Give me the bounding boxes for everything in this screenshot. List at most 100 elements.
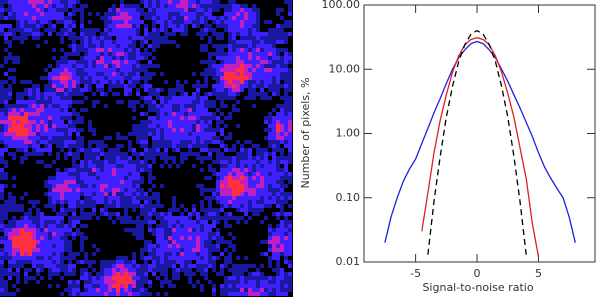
map-pixel bbox=[84, 212, 88, 216]
map-pixel bbox=[128, 220, 132, 224]
map-pixel bbox=[200, 224, 204, 228]
map-pixel bbox=[32, 248, 36, 252]
map-pixel bbox=[204, 264, 208, 268]
map-pixel bbox=[60, 144, 64, 148]
map-pixel bbox=[264, 172, 268, 176]
map-pixel bbox=[120, 24, 124, 28]
map-pixel bbox=[188, 20, 192, 24]
map-pixel bbox=[64, 0, 68, 4]
map-pixel bbox=[8, 236, 12, 240]
map-pixel bbox=[48, 228, 52, 232]
map-pixel bbox=[132, 168, 136, 172]
map-pixel bbox=[84, 60, 88, 64]
map-pixel bbox=[88, 124, 92, 128]
map-pixel bbox=[212, 220, 216, 224]
map-pixel bbox=[28, 20, 32, 24]
map-pixel bbox=[144, 212, 148, 216]
map-pixel bbox=[32, 240, 36, 244]
map-pixel bbox=[136, 92, 140, 96]
map-pixel bbox=[272, 36, 276, 40]
map-pixel bbox=[68, 152, 72, 156]
map-pixel bbox=[168, 220, 172, 224]
map-pixel bbox=[48, 268, 52, 272]
map-pixel bbox=[248, 44, 252, 48]
map-pixel bbox=[20, 204, 24, 208]
map-pixel bbox=[288, 96, 292, 100]
map-pixel bbox=[72, 100, 76, 104]
map-pixel bbox=[276, 28, 280, 32]
map-pixel bbox=[68, 28, 72, 32]
map-pixel bbox=[28, 8, 32, 12]
map-pixel bbox=[180, 220, 184, 224]
map-pixel bbox=[68, 100, 72, 104]
map-pixel bbox=[132, 56, 136, 60]
map-pixel bbox=[148, 168, 152, 172]
map-pixel bbox=[268, 236, 272, 240]
map-pixel bbox=[256, 172, 260, 176]
map-pixel bbox=[180, 156, 184, 160]
map-pixel bbox=[284, 24, 288, 28]
map-pixel bbox=[104, 64, 108, 68]
map-pixel bbox=[216, 188, 220, 192]
map-pixel bbox=[208, 200, 212, 204]
map-pixel bbox=[48, 236, 52, 240]
map-pixel bbox=[80, 148, 84, 152]
map-pixel bbox=[244, 288, 248, 292]
map-pixel bbox=[132, 252, 136, 256]
map-pixel bbox=[196, 4, 200, 8]
map-pixel bbox=[44, 256, 48, 260]
map-pixel bbox=[80, 180, 84, 184]
map-pixel bbox=[76, 188, 80, 192]
map-pixel bbox=[172, 116, 176, 120]
map-pixel bbox=[204, 124, 208, 128]
map-pixel bbox=[12, 284, 16, 288]
map-pixel bbox=[52, 112, 56, 116]
map-pixel bbox=[236, 32, 240, 36]
map-pixel bbox=[248, 24, 252, 28]
map-pixel bbox=[176, 208, 180, 212]
map-pixel bbox=[284, 64, 288, 68]
map-pixel bbox=[56, 144, 60, 148]
map-pixel bbox=[284, 84, 288, 88]
map-pixel bbox=[236, 72, 240, 76]
map-pixel bbox=[208, 68, 212, 72]
map-pixel bbox=[32, 252, 36, 256]
map-pixel bbox=[164, 8, 168, 12]
map-pixel bbox=[8, 224, 12, 228]
map-pixel bbox=[224, 72, 228, 76]
map-pixel bbox=[268, 28, 272, 32]
map-pixel bbox=[144, 196, 148, 200]
map-pixel bbox=[0, 204, 4, 208]
map-pixel bbox=[104, 52, 108, 56]
map-pixel bbox=[36, 0, 40, 4]
map-pixel bbox=[208, 116, 212, 120]
map-pixel bbox=[72, 68, 76, 72]
map-pixel bbox=[40, 148, 44, 152]
map-pixel bbox=[140, 180, 144, 184]
map-pixel bbox=[0, 256, 4, 260]
map-pixel bbox=[184, 248, 188, 252]
map-pixel bbox=[148, 32, 152, 36]
map-pixel bbox=[64, 68, 68, 72]
map-pixel bbox=[68, 64, 72, 68]
map-pixel bbox=[192, 140, 196, 144]
map-pixel bbox=[128, 20, 132, 24]
map-pixel bbox=[176, 276, 180, 280]
map-pixel bbox=[72, 92, 76, 96]
map-pixel bbox=[148, 104, 152, 108]
map-pixel bbox=[144, 112, 148, 116]
map-pixel bbox=[140, 52, 144, 56]
map-pixel bbox=[48, 176, 52, 180]
map-pixel bbox=[200, 28, 204, 32]
map-pixel bbox=[72, 4, 76, 8]
map-pixel bbox=[280, 108, 284, 112]
map-pixel bbox=[276, 164, 280, 168]
map-pixel bbox=[24, 32, 28, 36]
map-pixel bbox=[24, 280, 28, 284]
map-pixel bbox=[104, 136, 108, 140]
map-pixel bbox=[68, 84, 72, 88]
map-pixel bbox=[148, 92, 152, 96]
map-pixel bbox=[104, 68, 108, 72]
map-pixel bbox=[104, 152, 108, 156]
map-pixel bbox=[140, 168, 144, 172]
